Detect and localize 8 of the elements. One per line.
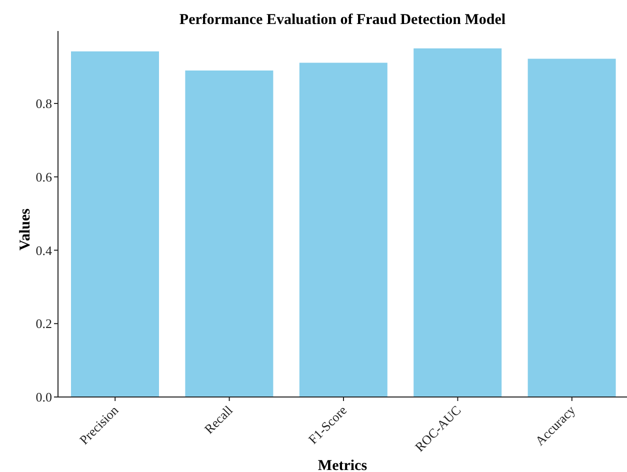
- y-tick-label: 0.2: [36, 316, 52, 332]
- y-tick-label: 0.0: [36, 390, 52, 405]
- y-axis-title: Values: [18, 208, 34, 250]
- y-tick-label: 0.8: [36, 96, 52, 112]
- y-tick-label: 0.4: [36, 242, 52, 258]
- x-axis-title: Metrics: [316, 458, 368, 472]
- chart-title: Performance Evaluation of Fraud Detection Model: [178, 12, 507, 29]
- y-tick-label: 0.6: [36, 169, 52, 184]
